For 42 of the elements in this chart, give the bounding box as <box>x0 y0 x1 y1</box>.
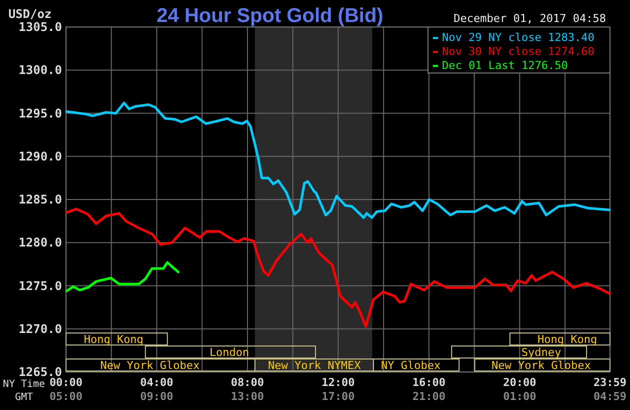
y-tick-label: 1285.0 <box>18 192 62 206</box>
line-series <box>65 261 180 292</box>
x2-tick-label: 21:00 <box>412 390 446 403</box>
annotation: New York NYMEX <box>268 359 362 372</box>
x2-tick-label: 04:59 <box>593 390 627 403</box>
x-axis-title: NY Time <box>2 379 46 390</box>
line-series <box>65 102 611 219</box>
x-tick-label: 16:00 <box>412 376 446 389</box>
y-tick-label: 1265.0 <box>18 365 62 379</box>
annotation: New York Globex <box>100 359 200 372</box>
x2-tick-label: 01:00 <box>503 390 536 403</box>
y-tick-label: 1270.0 <box>18 322 62 336</box>
x-tick-label: 23:59 <box>593 376 627 389</box>
legend-label: Nov 30 NY close 1274.60 <box>442 45 594 58</box>
x-tick-label: 12:00 <box>322 376 355 389</box>
annotation: Sydney <box>521 346 562 359</box>
x2-tick-label: 13:00 <box>230 390 264 403</box>
x2-axis-title: GMT <box>14 392 34 403</box>
annotation: NY Globex <box>380 359 441 372</box>
y-tick-label: 1295.0 <box>18 106 62 120</box>
y-tick-label: 1290.0 <box>18 149 62 164</box>
x2-tick-label: 09:00 <box>140 390 174 403</box>
x-tick-label: 04:00 <box>140 376 174 389</box>
annotation: Hong Kong <box>537 333 598 346</box>
x-tick-label: 00:00 <box>49 376 83 389</box>
chart-subtitle: December 01, 2017 04:58 <box>454 12 606 25</box>
legend-label: Dec 01 Last 1276.50 <box>442 59 568 72</box>
y-tick-label: 1280.0 <box>18 236 62 250</box>
x2-tick-label: 05:00 <box>49 390 83 403</box>
x-tick-label: 08:00 <box>230 376 264 389</box>
annotation: Hong Kong <box>84 333 144 346</box>
legend-label: Nov 29 NY close 1283.40 <box>442 31 594 44</box>
chart-title: 24 Hour Spot Gold (Bid) <box>156 5 384 27</box>
line-series <box>65 208 611 328</box>
y-axis-title: USD/oz <box>8 7 52 21</box>
y-tick-label: 1300.0 <box>18 63 62 78</box>
annotation: London <box>209 346 250 359</box>
y-tick-label: 1305.0 <box>18 20 62 34</box>
annotation: New York Globex <box>492 359 592 372</box>
y-tick-label: 1275.0 <box>18 278 62 293</box>
x2-tick-label: 17:00 <box>322 390 355 403</box>
x-tick-label: 20:00 <box>503 376 536 389</box>
